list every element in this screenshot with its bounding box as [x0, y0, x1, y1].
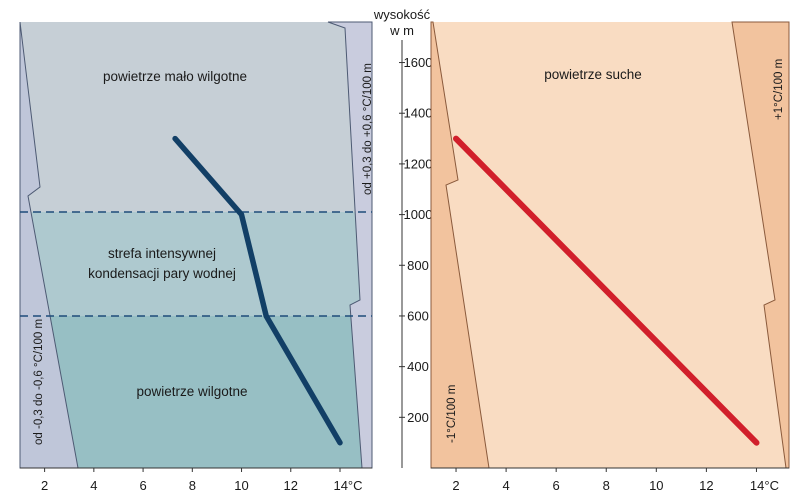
x-axis-left: 2 4 6 8 10 12 14°C — [20, 467, 372, 493]
right-zone-fill — [431, 22, 789, 468]
right-panel-left-side-label: -1°C/100 m — [446, 385, 458, 443]
y-tick-label: 800 — [407, 258, 429, 273]
x-tick-label: 6 — [553, 478, 560, 493]
y-tick-label: 200 — [407, 410, 429, 425]
x-tick-label: 8 — [189, 478, 196, 493]
x-tick-label: 8 — [603, 478, 610, 493]
x-tick-label: 10 — [649, 478, 663, 493]
y-tick-label: 400 — [407, 359, 429, 374]
left-zone-condensation — [20, 212, 372, 316]
x-tick-label: 10 — [234, 478, 248, 493]
left-panel: powietrze mało wilgotne strefa intensywn… — [19, 21, 374, 469]
left-zone-dry — [20, 22, 372, 212]
y-axis-title: wysokość — [373, 7, 431, 22]
x-tick-label: 2 — [452, 478, 459, 493]
y-tick-label: 1200 — [404, 156, 433, 171]
x-tick-label: 12 — [284, 478, 298, 493]
right-lapse-strip — [327, 21, 373, 469]
label-dry-air: powietrze mało wilgotne — [103, 69, 247, 84]
right-temperature-line — [453, 135, 760, 446]
x-tick-label: 2 — [41, 478, 48, 493]
left-side-label: od -0,3 do -0,6 °C/100 m — [33, 319, 45, 445]
x-tick-label: 4 — [502, 478, 509, 493]
y-axis: wysokość w m 200 400 600 800 1000 1200 1400 160… — [373, 7, 433, 468]
label-dry-air-right: powietrze suche — [544, 67, 642, 82]
x-tick-label: 14°C — [750, 478, 779, 493]
y-tick-label: 600 — [407, 308, 429, 323]
y-tick-label: 1400 — [404, 106, 433, 121]
y-tick-label: 1000 — [404, 207, 433, 222]
x-tick-label: 12 — [699, 478, 713, 493]
right-panel: powietrze suche -1°C/100 m +1°C/100 m — [430, 21, 790, 469]
label-condensation-2: kondensacji pary wodnej — [88, 266, 236, 281]
x-tick-label: 14°C — [333, 478, 362, 493]
left-temperature-line — [172, 135, 343, 446]
right-side-label: od +0,3 do +0,6 °C/100 m — [362, 63, 374, 195]
label-humid-air: powietrze wilgotne — [136, 384, 247, 399]
y-tick-label: 1600 — [404, 55, 433, 70]
x-tick-label: 4 — [90, 478, 97, 493]
right-panel-right-side-label: +1°C/100 m — [773, 59, 785, 120]
x-axis-right: 2 4 6 8 10 12 14°C — [431, 467, 789, 493]
y-axis-unit: w m — [389, 23, 414, 38]
left-lapse-strip — [19, 21, 79, 469]
label-condensation-1: strefa intensywnej — [108, 246, 216, 261]
x-tick-label: 6 — [139, 478, 146, 493]
